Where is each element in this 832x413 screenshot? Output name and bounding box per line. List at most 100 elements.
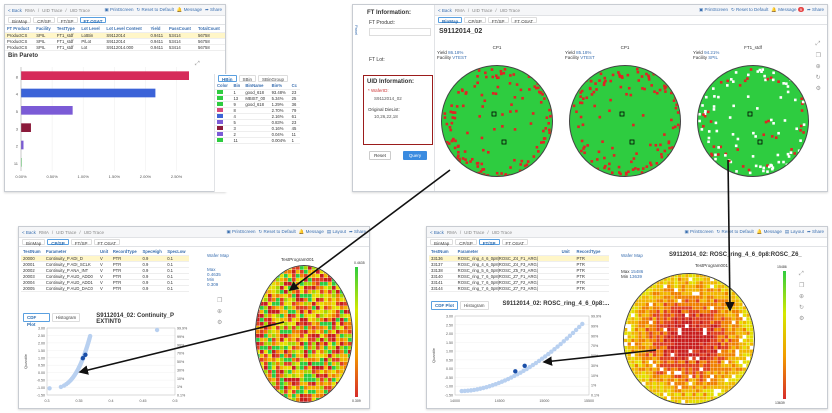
share-button[interactable]: ➦ Share [806,7,824,12]
settings-icon[interactable]: ⚙ [217,320,223,326]
pareto-bar[interactable] [21,106,73,115]
tab-binmap[interactable]: BinMap [8,17,32,24]
tab-hbin[interactable]: HBin [218,75,237,82]
pareto-bar[interactable] [21,71,189,80]
die-list-input[interactable]: 10,26,22,18 [374,114,398,119]
tab-cdf-plot[interactable]: CDF Plot [431,301,458,310]
panel-toggle[interactable]: Panel [354,25,359,36]
layout-button[interactable]: ▤ Layout [784,229,804,234]
reset-button[interactable]: ↻ Reset to Default [716,229,754,234]
column-header[interactable]: Lot Level [79,26,105,33]
column-header[interactable]: SpecLow [165,249,189,256]
cdf-point[interactable] [459,388,464,394]
bin-row[interactable]: 13 MBIST_00 5.34% 25 [215,95,300,102]
column-header[interactable]: Parameter [43,249,98,256]
bin-row[interactable]: 5 0.83% 23 [215,119,300,126]
column-header[interactable]: TestNum [21,249,44,256]
query-button[interactable]: Query [403,151,427,160]
tab-ftsp[interactable]: FT/SP [478,239,500,246]
cdf-point[interactable] [567,333,573,338]
bin-wafer-map[interactable] [441,65,553,177]
printscreen-button[interactable]: ▣ PrintScreen [104,7,134,12]
column-header[interactable]: Unit [97,249,111,256]
crumb-uid[interactable]: UID Trace [56,229,77,235]
printscreen-button[interactable]: ▣ PrintScreen [226,229,256,234]
table-row[interactable]: 20003 Continuity_P AUD_ADD0 V PTR 0.9 0.1 [21,273,189,280]
tab-binmap[interactable]: BinMap [438,17,463,24]
cdf-point[interactable] [570,330,576,336]
column-header[interactable]: BinName [243,83,270,90]
table-row[interactable]: 20002 Continuity_P ANA_INT V PTR 0.9 0.1 [21,267,189,274]
crumb-uid[interactable]: UID Trace [472,7,493,13]
printscreen-button[interactable]: ▣ PrintScreen [698,7,729,12]
refresh-icon[interactable]: ↻ [815,75,821,81]
reset-button[interactable]: ↻ Reset to Default [258,229,296,234]
table-row[interactable]: 20000 Continuity_P ADI_D V PTR 0.9 0.1 [21,255,189,262]
table-row[interactable]: 33138 ROSC_ring_5_6_0p8|ROSC_Z5_F3_ARG| PT… [429,267,609,274]
tab-cpsp[interactable]: CP/SP [464,17,486,24]
tab-cpsp[interactable]: CP/SP [33,17,55,24]
tab-histogram[interactable]: Histogram [460,301,489,310]
crumb-rma[interactable]: RMA [24,7,35,13]
tab-sbingroup[interactable]: SBinGroup [258,75,289,82]
tab-ftosat[interactable]: FT OSAT [93,239,121,246]
highlighted-die-point[interactable] [80,355,86,361]
crumb-uid[interactable]: UID Trace [464,229,485,235]
pareto-bar[interactable] [21,88,156,98]
tab-sbin[interactable]: SBin [238,75,257,82]
tab-cdf-plot[interactable]: CDF Plot [23,313,50,327]
table-row[interactable]: 33144 ROSC_ring_7_6_0p8|ROSC_Z7_F3_ARG| PT… [429,285,609,292]
tab-ftosat[interactable]: FT OSAT [501,239,529,246]
cdf-point[interactable] [530,362,536,368]
share-button[interactable]: ➦ Share [348,229,366,234]
column-header[interactable]: Parameter [455,249,560,256]
bin-row[interactable]: 1 good_618 93.48% 23 [215,89,300,96]
column-header[interactable]: RecordType [574,249,609,256]
message-button[interactable]: 🔔 Message 9 [771,7,804,12]
column-header[interactable]: RecordType [110,249,141,256]
column-header[interactable]: Unit [559,249,575,256]
cdf-point[interactable] [549,349,554,354]
back-link[interactable]: < Back [22,229,36,235]
column-header[interactable]: Bin [231,83,244,90]
column-header[interactable]: Color [215,83,232,90]
cdf-point[interactable] [577,324,582,330]
reset-button[interactable]: ↻ Reset to Default [731,7,769,12]
copy-icon[interactable]: ❐ [799,283,805,289]
cdf-point[interactable] [536,358,542,364]
tab-ftsp[interactable]: FT/SP [487,17,509,24]
cdf-point[interactable] [154,327,160,333]
expand-icon[interactable]: ⤢ [815,41,821,47]
tab-ftosat[interactable]: FT OSAT [510,17,538,24]
column-header[interactable]: Cc [289,83,300,90]
tab-histogram[interactable]: Histogram [51,313,81,322]
bin-row[interactable]: 2 0.04% 11 [215,131,300,138]
tab-cpsp[interactable]: CP/SP [47,239,69,246]
table-row[interactable]: ProductCS SPIL FT1_stdf Lot S9112014.000 0.94… [5,44,225,51]
column-header[interactable]: SpecHigh [140,249,166,256]
layout-button[interactable]: ▤ Layout [326,229,346,234]
table-row[interactable]: ProductCS SPIL FT1_stdf LotBin S9112014 0.941… [5,32,225,39]
cdf-point[interactable] [87,333,93,339]
expand-icon[interactable]: ⤢ [195,61,200,67]
bin-row[interactable]: 9 good_618 1.29% 36 [215,101,300,108]
back-link[interactable]: < Back [438,7,452,13]
bin-row[interactable]: 3 0.16% 45 [215,125,300,132]
parametric-wafer-map[interactable] [255,265,353,403]
cdf-point[interactable] [561,339,566,344]
bin-wafer-map[interactable] [697,65,809,177]
tab-binmap[interactable]: BinMap [22,239,46,246]
wafer-id-input[interactable]: S9112014_02 [374,96,402,101]
column-header[interactable]: Bin% [269,83,290,90]
settings-icon[interactable]: ⚙ [815,86,821,92]
reset-form-button[interactable]: Reset [369,151,391,160]
column-header[interactable]: TestType [54,26,80,33]
column-header[interactable]: Lot Level Content [104,26,149,33]
pareto-bar[interactable] [21,158,22,167]
crumb-rma[interactable]: RMA [446,229,457,235]
highlighted-die-point[interactable] [83,352,88,357]
cdf-point[interactable] [558,341,563,347]
tab-binmap[interactable]: BinMap [430,239,454,246]
bin-row[interactable]: 8 2.70% 79 [215,107,300,114]
column-header[interactable]: PassCount [167,26,197,33]
